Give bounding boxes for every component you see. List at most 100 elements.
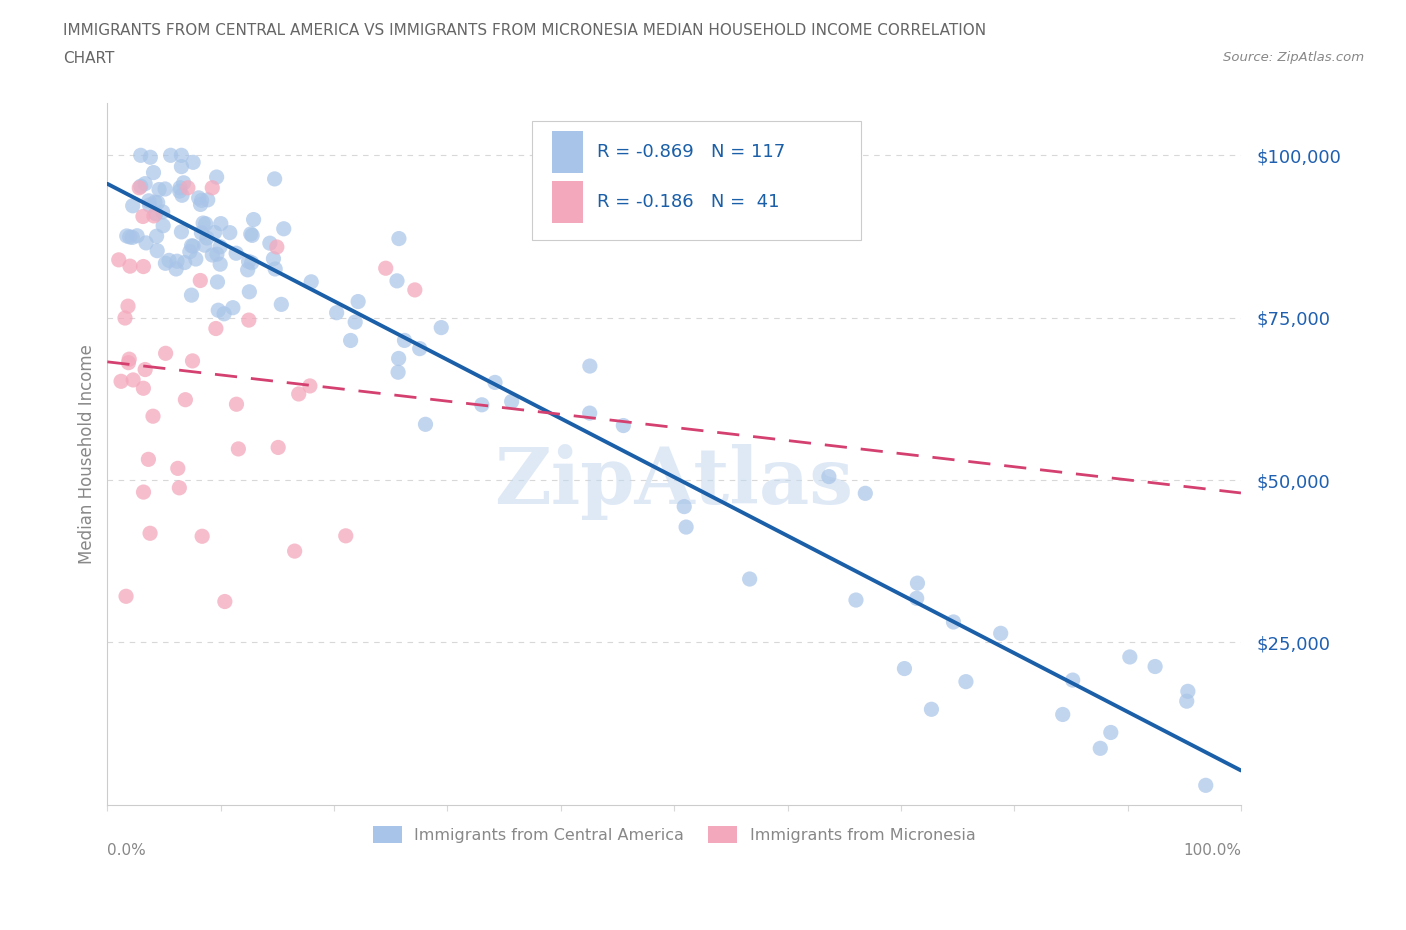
Point — [579, 359, 602, 374]
Point — [169, 183, 191, 198]
Point — [238, 285, 260, 299]
Point — [385, 273, 408, 288]
Point — [205, 321, 228, 336]
Point — [287, 387, 309, 402]
Bar — [551, 131, 583, 174]
Point — [201, 180, 224, 195]
Point — [121, 198, 143, 213]
Point — [387, 365, 409, 379]
Point — [188, 273, 211, 288]
Point — [1144, 659, 1167, 674]
Point — [738, 572, 761, 587]
Point — [190, 197, 212, 212]
Point — [262, 251, 284, 266]
Point — [132, 485, 155, 499]
Point — [218, 225, 240, 240]
Point — [209, 239, 232, 254]
Point — [201, 247, 224, 262]
Point — [129, 148, 152, 163]
Point — [166, 461, 188, 476]
Point — [142, 409, 165, 424]
Point — [127, 229, 149, 244]
Point — [138, 452, 160, 467]
Point — [181, 353, 204, 368]
Point — [170, 224, 193, 239]
Legend: Immigrants from Central America, Immigrants from Micronesia: Immigrants from Central America, Immigra… — [367, 820, 981, 849]
Point — [415, 417, 437, 432]
Point — [578, 405, 600, 420]
Text: R = -0.186   N =  41: R = -0.186 N = 41 — [598, 193, 779, 210]
Point — [263, 171, 285, 186]
Y-axis label: Median Household Income: Median Household Income — [79, 344, 96, 564]
Point — [675, 520, 697, 535]
Point — [145, 229, 167, 244]
Point — [1175, 694, 1198, 709]
Point — [905, 591, 928, 605]
Point — [138, 197, 160, 212]
Point — [207, 274, 229, 289]
Point — [134, 176, 156, 191]
Point — [853, 485, 876, 500]
Point — [207, 303, 229, 318]
Point — [122, 373, 145, 388]
Point — [242, 212, 264, 227]
Point — [388, 351, 411, 365]
Point — [121, 230, 143, 245]
Point — [146, 195, 169, 210]
Point — [273, 221, 295, 236]
Point — [388, 232, 411, 246]
Point — [174, 392, 197, 407]
Point — [204, 225, 226, 240]
Point — [612, 418, 634, 433]
Point — [325, 305, 347, 320]
Point — [152, 205, 174, 219]
Point — [139, 150, 162, 165]
Point — [132, 209, 155, 224]
Point — [169, 180, 191, 195]
Point — [155, 346, 177, 361]
Point — [270, 297, 292, 312]
Point — [173, 176, 195, 191]
Point — [194, 238, 217, 253]
Point — [205, 169, 228, 184]
Point — [159, 148, 181, 163]
Point — [240, 256, 263, 271]
Point — [180, 238, 202, 253]
Point — [299, 274, 322, 289]
Point — [205, 246, 228, 261]
Point — [394, 333, 416, 348]
Point — [170, 148, 193, 163]
Point — [195, 231, 218, 246]
Point — [191, 529, 214, 544]
Point — [222, 300, 245, 315]
Point — [298, 379, 321, 393]
Point — [1099, 725, 1122, 740]
Point — [471, 397, 494, 412]
Point — [404, 283, 426, 298]
Point — [228, 442, 250, 457]
Point — [153, 181, 176, 196]
Point — [170, 188, 193, 203]
Point — [107, 252, 129, 267]
Point — [166, 254, 188, 269]
Point — [238, 254, 260, 269]
Point — [409, 341, 432, 356]
Point — [214, 594, 236, 609]
Point — [170, 159, 193, 174]
Point — [155, 256, 177, 271]
Point — [148, 182, 170, 197]
Point — [920, 702, 942, 717]
Text: Source: ZipAtlas.com: Source: ZipAtlas.com — [1223, 51, 1364, 64]
Point — [190, 193, 212, 207]
Point — [138, 193, 160, 208]
Point — [212, 306, 235, 321]
Point — [1195, 777, 1218, 792]
Text: ZipAtlas: ZipAtlas — [495, 445, 853, 520]
Point — [194, 217, 217, 232]
Point — [157, 253, 180, 268]
Point — [484, 375, 506, 390]
Bar — [551, 180, 583, 222]
Point — [177, 180, 200, 195]
Point — [135, 235, 157, 250]
Point — [374, 260, 396, 275]
